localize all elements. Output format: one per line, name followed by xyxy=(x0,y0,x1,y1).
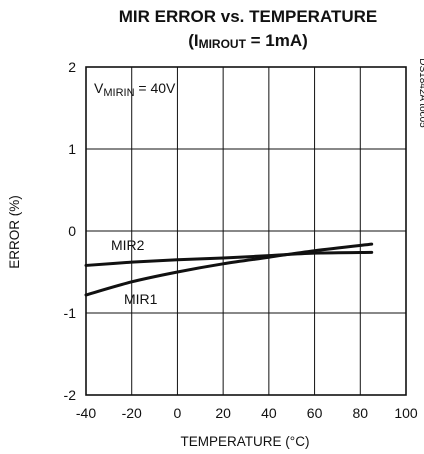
x-axis-label: TEMPERATURE (°C) xyxy=(181,434,310,449)
chart-title-line2-prefix: (I xyxy=(188,31,198,50)
chart-title-line2-sub: MIROUT xyxy=(199,37,247,51)
series-line-mir2 xyxy=(84,250,374,267)
y-tick-label: -1 xyxy=(64,305,77,321)
x-tick-label: 100 xyxy=(394,405,418,421)
series-line-mir1 xyxy=(84,242,374,297)
chart-title-line1: MIR ERROR vs. TEMPERATURE xyxy=(119,7,378,26)
condition-annotation: VMIRIN = 40V xyxy=(94,80,176,99)
y-tick-label: 0 xyxy=(68,223,76,239)
x-tick-label: 0 xyxy=(174,405,182,421)
y-tick-label: 1 xyxy=(68,141,76,157)
x-tick-label: -20 xyxy=(122,405,142,421)
condition-sub: MIRIN xyxy=(103,87,134,99)
y-axis-label: ERROR (%) xyxy=(7,195,22,269)
y-tick-label: 2 xyxy=(68,59,76,75)
chart-title-line2-suffix: = 1mA) xyxy=(246,31,308,50)
x-tick-labels: -40 -20 0 20 40 60 80 100 xyxy=(76,405,418,421)
series-label-mir1: MIR1 xyxy=(124,291,158,307)
x-tick-label: 80 xyxy=(352,405,368,421)
y-tick-label: -2 xyxy=(64,387,77,403)
condition-suffix: = 40V xyxy=(135,80,177,96)
series-label-mir2: MIR2 xyxy=(111,237,145,253)
y-tick-labels: 2 1 0 -1 -2 xyxy=(64,59,77,403)
x-tick-label: 60 xyxy=(307,405,323,421)
gridlines xyxy=(86,67,406,395)
x-tick-label: -40 xyxy=(76,405,96,421)
condition-prefix: V xyxy=(94,80,104,96)
plot-frame xyxy=(85,66,407,396)
figure-id: DS1842A toc05 xyxy=(417,58,424,128)
series-lines xyxy=(84,242,374,297)
chart-title-line2: (IMIROUT = 1mA) xyxy=(188,31,308,51)
x-tick-label: 20 xyxy=(215,405,231,421)
x-tick-label: 40 xyxy=(261,405,277,421)
